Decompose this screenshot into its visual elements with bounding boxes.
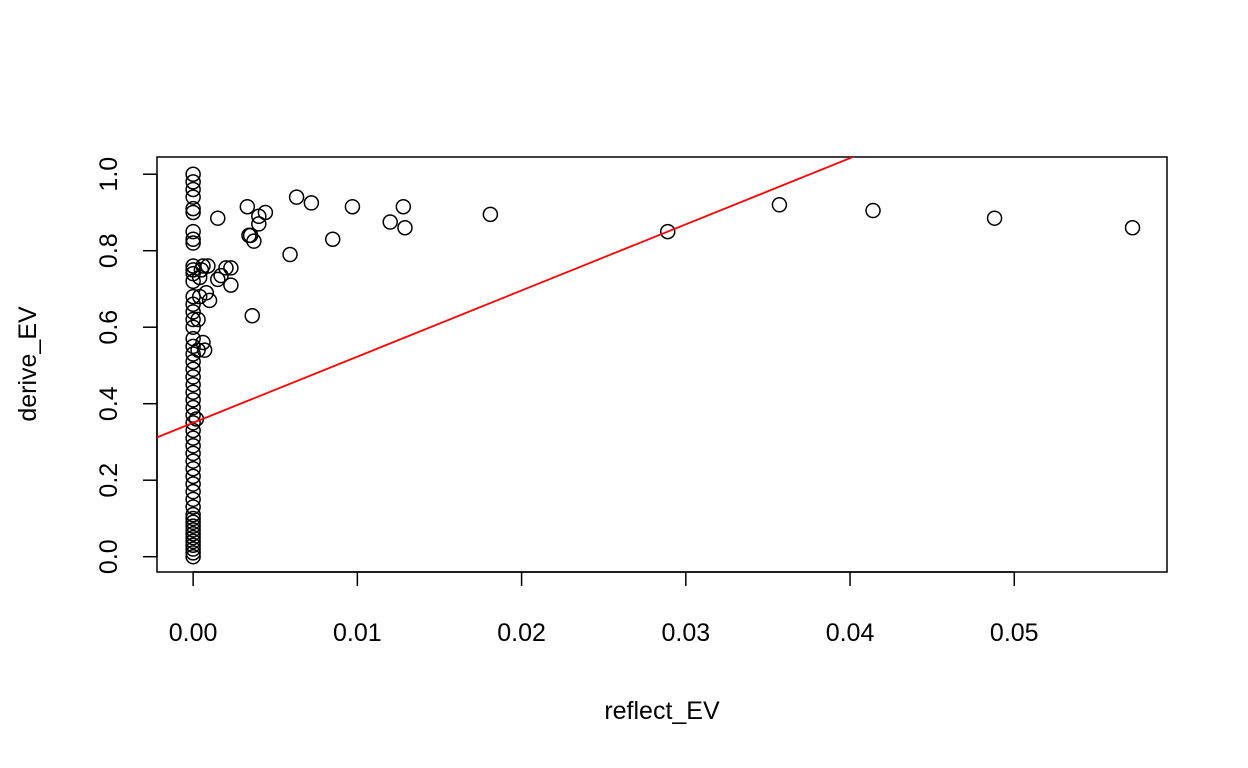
data-point [185, 258, 201, 274]
data-point [210, 271, 226, 288]
data-point [344, 198, 361, 215]
data-point [201, 292, 218, 309]
data-point [185, 518, 201, 534]
data-point [185, 430, 201, 446]
data-point [213, 267, 229, 284]
data-point [185, 483, 201, 500]
data-point [185, 319, 201, 335]
y-axis: 0.0 0.2 0.4 0.6 0.8 1.0 [95, 157, 158, 574]
data-point [185, 533, 201, 550]
data-point [185, 460, 201, 477]
data-point [196, 342, 213, 358]
data-point [395, 198, 412, 215]
data-point [185, 376, 201, 393]
y-tick-label: 0.8 [95, 233, 123, 268]
data-point [185, 235, 201, 251]
data-point [185, 506, 201, 523]
data-point [185, 522, 201, 538]
data-point [185, 384, 201, 400]
data-point [482, 206, 499, 223]
data-point [185, 445, 201, 462]
data-point [185, 499, 201, 515]
data-point [185, 166, 201, 182]
x-tick-label: 0.00 [169, 619, 218, 647]
data-point [200, 258, 216, 274]
data-point [185, 346, 201, 362]
data-point [185, 189, 201, 205]
data-points [185, 166, 1141, 565]
data-point [185, 361, 201, 378]
data-point [223, 260, 239, 276]
data-point [282, 246, 298, 263]
data-point [185, 548, 201, 565]
y-tick-label: 0.4 [95, 386, 123, 421]
fit-line [157, 157, 856, 439]
data-point [185, 392, 201, 408]
data-point [223, 277, 239, 293]
x-axis-label: reflect_EV [604, 697, 720, 725]
data-point [251, 216, 267, 232]
fit-line-layer [157, 157, 856, 439]
data-point [185, 526, 201, 542]
data-point [659, 223, 676, 240]
data-point [185, 529, 201, 546]
data-point [239, 198, 256, 215]
data-point [185, 453, 201, 469]
data-point [244, 307, 261, 324]
x-tick-label: 0.02 [497, 619, 546, 647]
y-tick-label: 0.6 [95, 310, 123, 345]
data-point [185, 415, 201, 431]
data-point [185, 438, 201, 454]
data-point [198, 285, 215, 301]
data-point [185, 369, 201, 385]
data-point [185, 304, 201, 320]
data-point [185, 174, 201, 190]
y-tick-label: 0.2 [95, 463, 123, 498]
data-point [185, 204, 201, 221]
data-point [185, 537, 201, 553]
data-point [397, 220, 413, 236]
data-point [324, 231, 341, 247]
data-point [185, 181, 201, 198]
data-point [185, 514, 201, 531]
data-point [1124, 220, 1141, 236]
data-point [185, 399, 201, 416]
x-tick-label: 0.04 [826, 619, 875, 647]
x-tick-label: 0.01 [333, 619, 382, 647]
data-point [986, 210, 1003, 226]
data-point [185, 200, 201, 217]
data-point [185, 231, 201, 247]
data-point [185, 541, 201, 557]
data-point [382, 214, 398, 230]
data-point [185, 476, 201, 492]
x-axis: 0.00 0.01 0.02 0.03 0.04 0.05 [169, 571, 1039, 647]
data-point [246, 233, 262, 249]
data-point [257, 204, 274, 221]
y-tick-label: 0.0 [95, 539, 123, 574]
y-axis-label: derive_EV [14, 306, 42, 422]
data-point [185, 510, 201, 527]
data-point [190, 342, 206, 358]
data-point [185, 311, 201, 328]
data-point [303, 195, 320, 211]
data-point [771, 197, 788, 213]
y-tick-label: 1.0 [95, 157, 123, 192]
data-point [195, 334, 211, 351]
x-tick-label: 0.05 [990, 619, 1039, 647]
plot-frame [156, 156, 1168, 573]
data-point [218, 260, 234, 276]
data-point [191, 269, 208, 286]
data-point [195, 258, 211, 274]
data-point [865, 202, 881, 219]
data-point [288, 189, 305, 205]
data-point [185, 491, 201, 508]
data-point [185, 545, 201, 561]
data-point [185, 338, 201, 355]
data-point [185, 223, 201, 240]
x-tick-label: 0.03 [661, 619, 710, 647]
data-point [190, 311, 206, 328]
data-point [210, 210, 226, 226]
data-point [185, 468, 201, 485]
